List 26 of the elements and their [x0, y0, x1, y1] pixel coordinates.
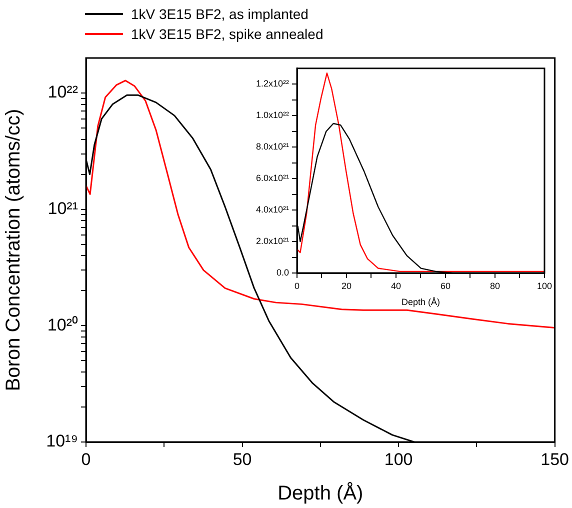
x-axis-title: Depth (Å)	[401, 297, 440, 308]
y-tick-label: 10²²	[48, 82, 78, 102]
y-tick-label: 0.0	[276, 267, 289, 278]
x-tick-label: 0	[294, 280, 300, 291]
y-tick-label: 10¹⁹	[46, 432, 78, 451]
y-axis-title: Boron Concentration (atoms/cc)	[2, 108, 25, 392]
y-tick-label: 1.0x10²²	[256, 110, 289, 120]
x-tick-label: 100	[384, 450, 413, 469]
y-tick-label: 2.0x10²¹	[256, 236, 289, 246]
y-tick-label: 8.0x10²¹	[256, 142, 289, 152]
y-tick-label: 10²¹	[48, 199, 78, 218]
x-tick-label: 50	[232, 450, 252, 469]
x-tick-label: 20	[341, 280, 352, 291]
x-tick-label: 60	[440, 280, 451, 291]
y-tick-label: 6.0x10²¹	[256, 173, 289, 184]
legend-label: 1kV 3E15 BF2, as implanted	[131, 6, 308, 22]
x-tick-label: 40	[390, 280, 402, 291]
y-tick-label: 1.2x10²²	[256, 78, 289, 89]
legend-label: 1kV 3E15 BF2, spike annealed	[131, 26, 324, 42]
y-tick-label: 10²⁰	[47, 315, 78, 334]
x-axis-title: Depth (Å)	[278, 482, 364, 505]
x-tick-label: 100	[536, 280, 552, 291]
y-tick-label: 4.0x10²¹	[256, 204, 289, 215]
x-tick-label: 150	[540, 450, 570, 469]
x-tick-label: 80	[490, 280, 500, 291]
x-tick-label: 0	[81, 450, 91, 469]
